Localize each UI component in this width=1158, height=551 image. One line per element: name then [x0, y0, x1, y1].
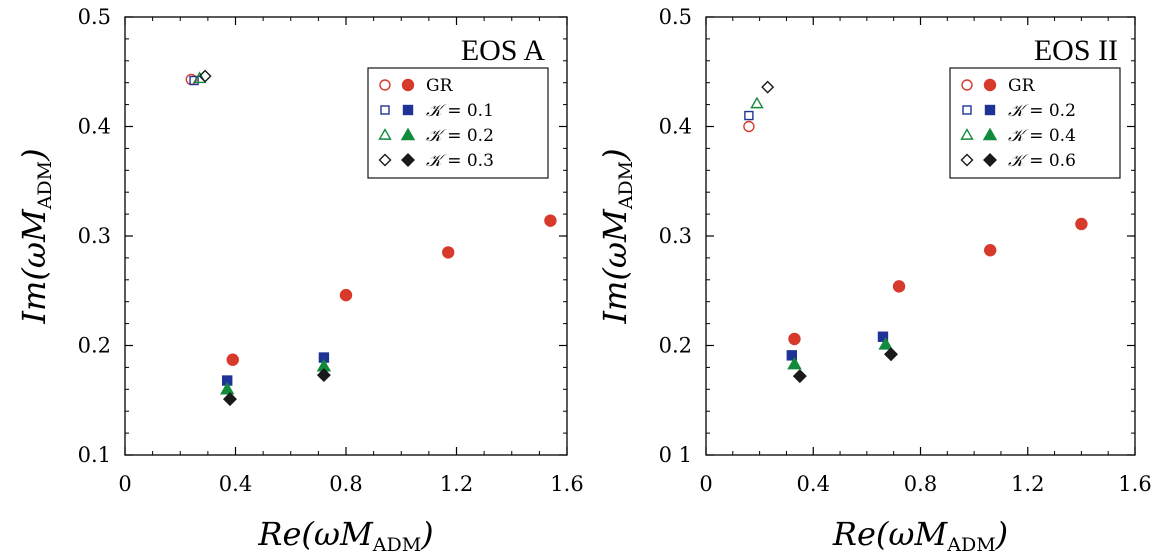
plot-panel-1: 0 0.4 0.8 1.2 1.6 0.1 0.2 0.3 0.4 0.5 Re(ωMADM) Im(… [15, 5, 584, 551]
plot-panel-2: 0 0.4 0.8 1.2 1.6 0 1 0.2 0.3 0.4 0.5 Re(ωMADM) Im(… [596, 5, 1152, 551]
y-axis-label: Im(ωMADM) [15, 148, 56, 324]
legend-marker-open [378, 128, 392, 140]
legend-marker-open [960, 153, 974, 167]
data-point-open [192, 71, 207, 84]
legend-entry-label: 𝒦 = 0.1 [426, 101, 494, 121]
plot-title: EOS A [461, 34, 546, 67]
legend-entry-label: 𝒦 = 0.3 [426, 151, 494, 171]
data-point-filled [339, 288, 353, 302]
legend-marker-open [962, 105, 972, 115]
x-tick-label: 0.8 [904, 472, 937, 496]
legend-entry-label: GR [426, 76, 454, 96]
data-point-filled [226, 353, 239, 366]
series-4 [198, 69, 331, 407]
plot-title: EOS II [1034, 34, 1118, 67]
y-tick-label: 0.5 [78, 5, 111, 29]
data-point-filled [792, 369, 807, 384]
data-point-filled [222, 392, 237, 407]
legend-marker-filled [983, 153, 997, 167]
data-point-open [744, 110, 754, 121]
legend-marker-open [380, 105, 390, 115]
series-1 [185, 73, 557, 366]
legend-marker-filled [400, 127, 416, 141]
x-tick-label: 1.2 [1011, 472, 1044, 496]
data-point-filled [892, 280, 906, 293]
y-tick-label: 0 1 [659, 443, 692, 467]
data-point-filled [786, 350, 797, 361]
series-3 [192, 71, 332, 395]
legend-box [367, 67, 549, 179]
y-tick-label: 0.3 [659, 224, 692, 248]
x-tick-label: 0.4 [797, 472, 830, 496]
data-point-filled [544, 214, 557, 227]
x-tick-label: 1.6 [550, 472, 583, 496]
legend: GR 𝒦 = 0.2 𝒦 = 0.4 𝒦 = 0.6 [949, 67, 1121, 179]
series-2 [189, 75, 330, 386]
y-tick-label: 0.5 [659, 5, 692, 29]
data-point-filled [442, 246, 455, 259]
data-point-filled [787, 356, 802, 370]
data-point-filled [984, 244, 997, 257]
data-point-open [743, 120, 755, 133]
x-tick-label: 0.8 [329, 472, 362, 496]
legend-marker-filled [982, 127, 998, 141]
y-axis-label: Im(ωMADM) [596, 148, 637, 324]
series-1 [743, 120, 1088, 346]
y-tick-label: 0.1 [78, 443, 111, 467]
data-point-open [198, 69, 212, 83]
series-4 [761, 80, 898, 384]
data-point-filled [1075, 217, 1088, 231]
legend-marker-open [378, 153, 392, 167]
x-tick-label: 0 [699, 472, 712, 496]
legend-entry-label: 𝒦 = 0.2 [426, 126, 494, 146]
legend-marker-filled [401, 153, 415, 167]
series-2 [744, 110, 889, 361]
legend-marker-open [379, 79, 391, 91]
series-3 [750, 96, 893, 370]
x-axis-label: Re(ωMADM) [832, 515, 1008, 551]
data-point-open [750, 96, 764, 109]
data-point-filled [878, 336, 893, 350]
x-tick-label: 0.4 [219, 472, 252, 496]
data-point-filled [316, 368, 331, 383]
legend-marker-open [960, 128, 974, 140]
legend-marker-filled [984, 104, 996, 116]
data-point-open [189, 75, 199, 86]
legend-entry-label: GR [1008, 76, 1036, 96]
legend-marker-filled [401, 78, 415, 92]
legend: GR 𝒦 = 0.1 𝒦 = 0.2 𝒦 = 0.3 [367, 67, 549, 179]
x-axis-label: Re(ωMADM) [257, 515, 433, 551]
data-point-filled [877, 331, 889, 342]
legend-marker-filled [402, 104, 414, 116]
legend-entry-label: 𝒦 = 0.6 [1008, 151, 1076, 171]
x-tick-label: 1.6 [1118, 472, 1151, 496]
y-tick-label: 0.2 [78, 334, 111, 358]
y-tick-label: 0.3 [78, 224, 111, 248]
legend-entry-label: 𝒦 = 0.4 [1008, 126, 1076, 146]
x-tick-label: 1.2 [440, 472, 473, 496]
y-tick-label: 0.4 [78, 115, 111, 139]
data-point-filled [788, 332, 801, 346]
data-point-filled [884, 347, 898, 362]
legend-marker-filled [983, 78, 997, 92]
y-tick-label: 0.2 [659, 334, 692, 358]
data-point-open [761, 80, 775, 94]
y-tick-label: 0.4 [659, 115, 692, 139]
legend-marker-open [961, 79, 973, 91]
legend-entry-label: 𝒦 = 0.2 [1008, 101, 1076, 121]
x-tick-label: 0 [118, 472, 131, 496]
data-point-filled [220, 381, 235, 395]
legend-box [949, 67, 1121, 179]
